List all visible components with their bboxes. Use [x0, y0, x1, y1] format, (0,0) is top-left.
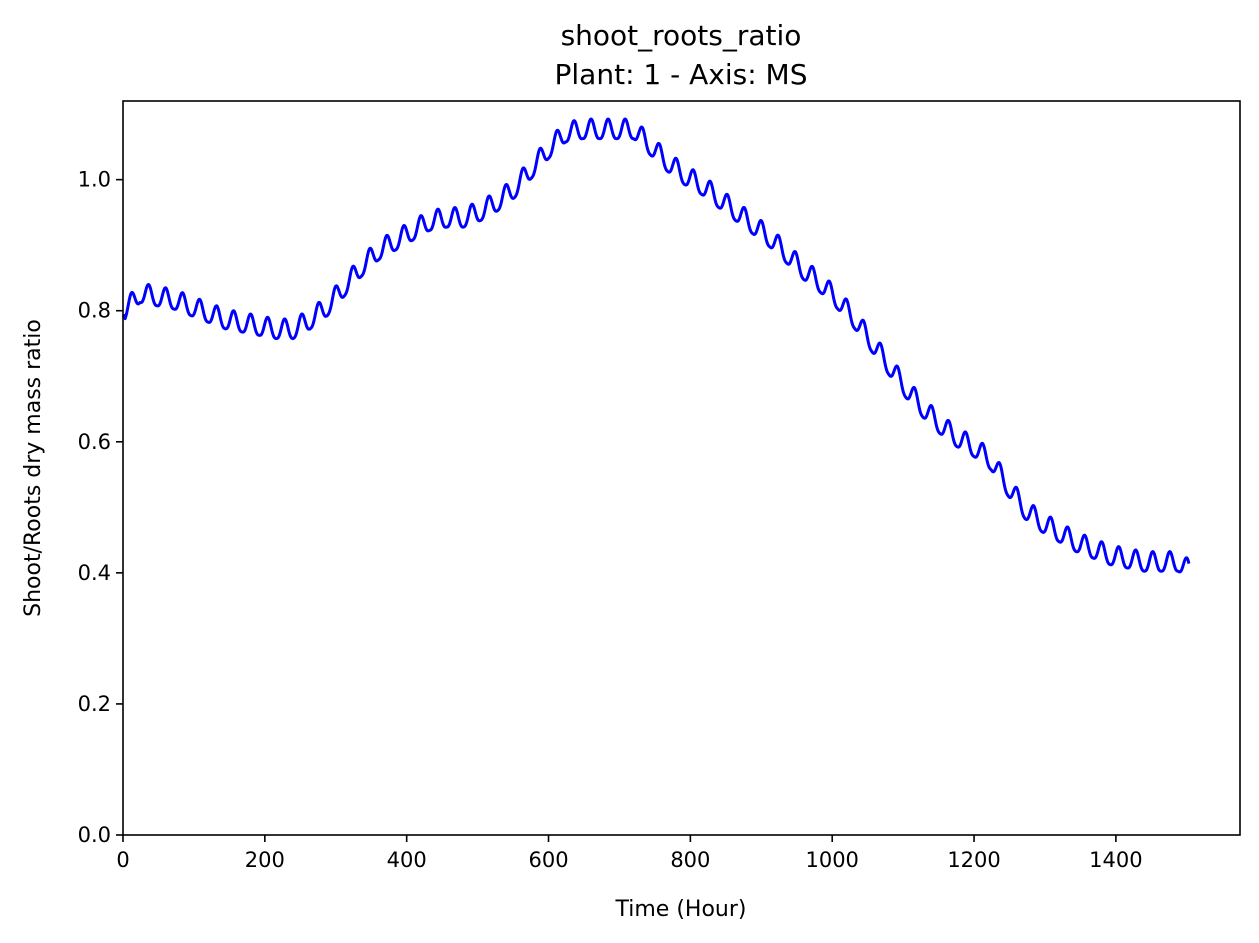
series-layer: [121, 117, 1191, 574]
y-axis-ticks: 0.0 0.2 0.4 0.6 0.8 1.0: [78, 168, 123, 847]
y-tick-label: 0.8: [78, 299, 111, 323]
y-tick-label: 1.0: [78, 168, 111, 192]
x-tick-label: 1400: [1089, 848, 1142, 872]
chart-subtitle: Plant: 1 - Axis: MS: [555, 58, 808, 91]
chart-title: shoot_roots_ratio: [561, 19, 802, 52]
y-tick-label: 0.0: [78, 823, 111, 847]
series-line-0: [121, 117, 1191, 574]
y-tick-label: 0.4: [78, 561, 111, 585]
x-tick-label: 600: [528, 848, 568, 872]
y-tick-label: 0.6: [78, 430, 111, 454]
x-tick-label: 1200: [947, 848, 1000, 872]
x-axis-label: Time (Hour): [615, 897, 747, 922]
x-axis-ticks: 0 200 400 600 800 1000 1200 1400: [116, 835, 1143, 872]
y-tick-label: 0.2: [78, 692, 111, 716]
x-tick-label: 0: [116, 848, 129, 872]
plot-area-frame: [122, 100, 1241, 836]
y-axis-label: Shoot/Roots dry mass ratio: [21, 319, 46, 617]
x-tick-label: 200: [245, 848, 285, 872]
x-tick-label: 400: [387, 848, 427, 872]
x-tick-label: 800: [670, 848, 710, 872]
x-tick-label: 1000: [805, 848, 858, 872]
